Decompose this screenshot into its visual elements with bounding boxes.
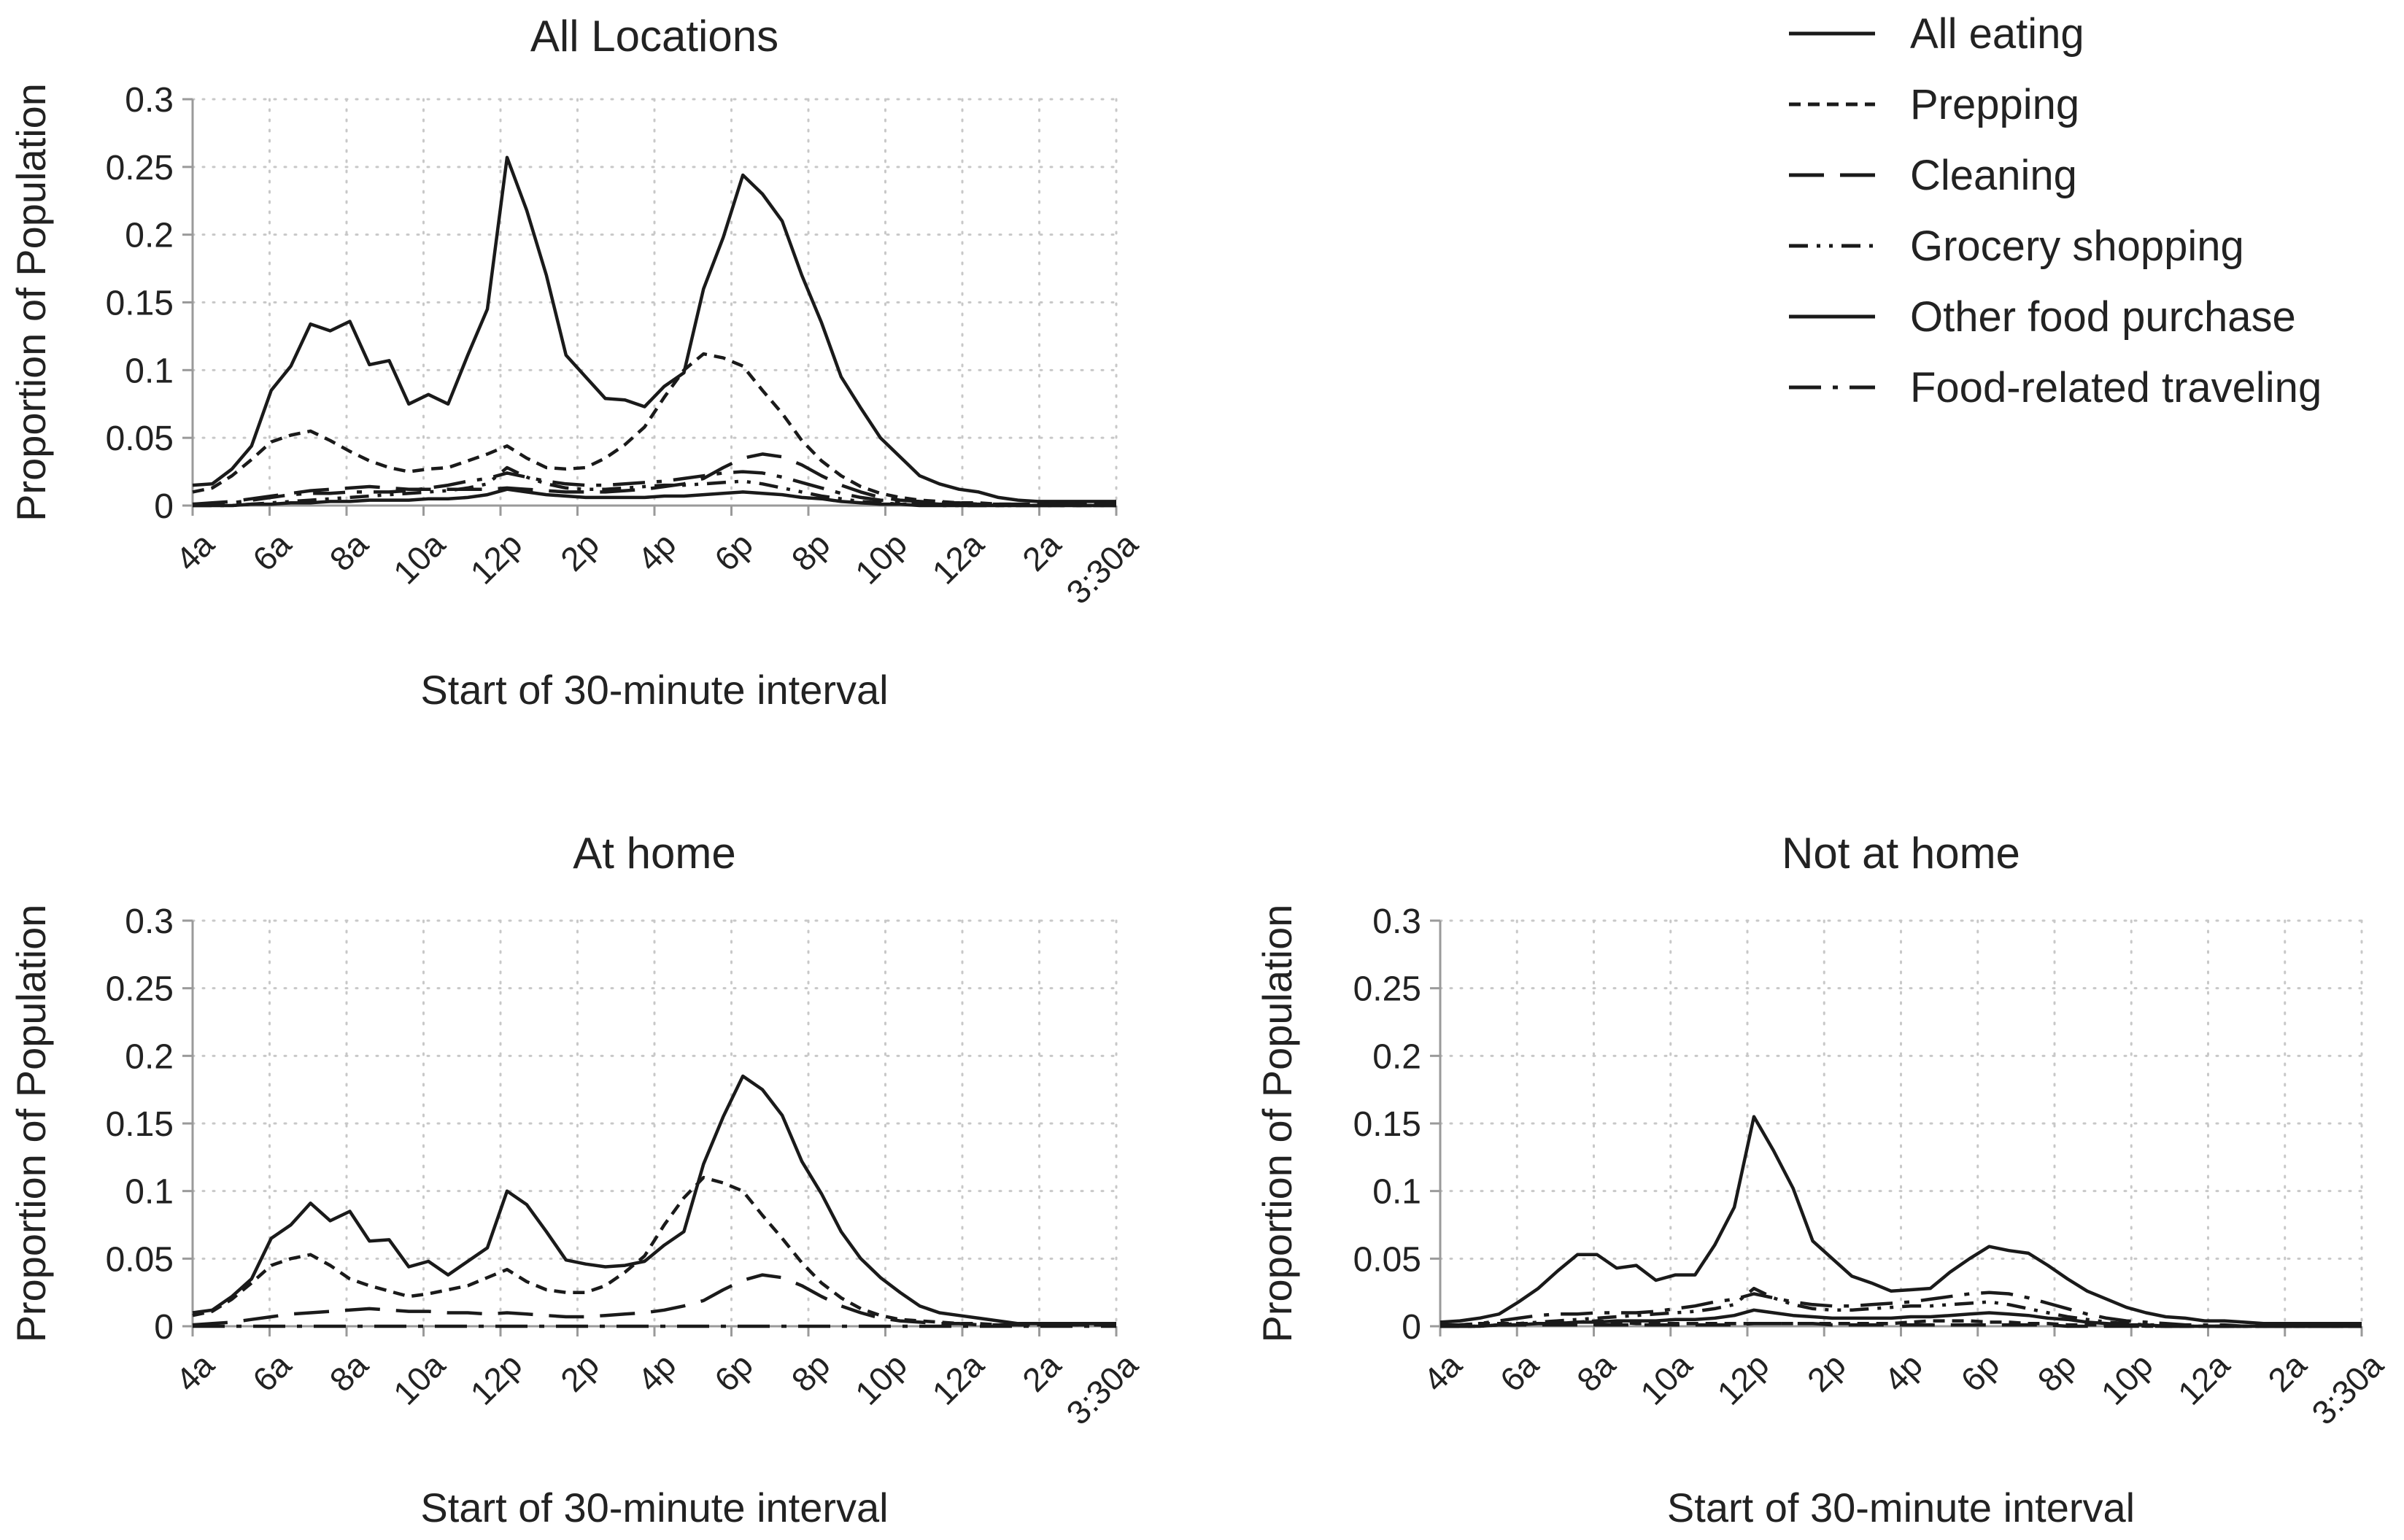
x-tick-label: 6a [245, 1345, 298, 1398]
series-line-all-eating [192, 1074, 1116, 1326]
panel-all-locations: All Locations 0 0.05 0.1 0.15 0.2 0.25 0.3 4a 6a 8… [8, 12, 1145, 713]
x-tick-label: 6p [707, 525, 760, 579]
x-tick-label: 3:30a [1059, 1345, 1145, 1431]
legend-label-grocery-shopping: Grocery shopping [1910, 223, 2244, 270]
x-tick-label: 8a [322, 525, 376, 578]
series-line-other-food-purchase [193, 487, 1116, 508]
y-tick-label: 0.1 [125, 352, 174, 390]
y-tick-label: 0.1 [125, 1173, 174, 1212]
x-axis-label: Start of 30-minute interval [420, 1485, 888, 1531]
x-tick-label: 2p [1800, 1346, 1853, 1399]
y-tick-label: 0.2 [125, 1037, 174, 1076]
x-tick-label: 2p [553, 1346, 606, 1399]
y-tick-label: 0.15 [106, 1105, 174, 1144]
x-axis-label: Start of 30-minute interval [420, 667, 888, 713]
series-line-cleaning [192, 1273, 1116, 1327]
x-axis-label: Start of 30-minute interval [1667, 1485, 2135, 1531]
chart-title: At home [573, 829, 735, 878]
x-tick-label: 4a [1416, 1345, 1469, 1398]
legend-label-all-eating: All eating [1910, 10, 2084, 58]
y-tick-label: 0.05 [106, 419, 174, 458]
x-tick-label: 3:30a [1059, 525, 1145, 611]
x-tick-label: 3:30a [2304, 1345, 2390, 1431]
x-tick-label: 10a [1633, 1345, 1699, 1412]
y-axis-label: Proportion of Population [8, 905, 54, 1343]
y-tick-label: 0.25 [1353, 970, 1421, 1009]
x-tick-label: 8p [784, 525, 838, 579]
x-tick-label: 8p [784, 1346, 838, 1399]
chart-title: Not at home [1782, 829, 2020, 878]
x-tick-label: 2a [1015, 1345, 1068, 1398]
y-tick-label: 0.2 [1372, 1037, 1421, 1076]
x-tick-label: 2a [2260, 1345, 2314, 1398]
x-tick-label: 12p [1709, 1346, 1776, 1412]
series-line-all-eating [192, 155, 1116, 503]
x-tick-label: 10p [2094, 1346, 2160, 1412]
x-tick-label: 8p [2030, 1346, 2084, 1399]
x-tick-label: 6a [245, 525, 298, 578]
x-tick-label: 10a [386, 525, 452, 591]
y-tick-label: 0 [154, 1308, 174, 1347]
x-tick-label: 2a [1015, 525, 1068, 578]
x-tick-label: 4p [630, 1346, 684, 1399]
x-tick-label: 10a [386, 1345, 452, 1412]
y-tick-label: 0.3 [1372, 902, 1421, 941]
x-tick-label: 10p [848, 525, 914, 592]
y-tick-label: 0.15 [1353, 1105, 1421, 1144]
chart-title: All Locations [530, 12, 778, 61]
y-tick-label: 0.3 [125, 81, 174, 120]
y-axis-label: Proportion of Population [8, 83, 54, 522]
x-tick-label: 12a [2171, 1345, 2237, 1412]
x-tick-label: 6p [707, 1346, 760, 1399]
y-tick-label: 0.05 [106, 1240, 174, 1279]
legend-label-prepping: Prepping [1910, 81, 2079, 128]
legend-label-food-related-traveling: Food-related traveling [1910, 364, 2322, 411]
x-tick-label: 2p [553, 525, 606, 579]
y-tick-label: 0.15 [106, 285, 174, 323]
legend-label-other-food-purchase: Other food purchase [1910, 293, 2296, 341]
x-tick-label: 8a [1569, 1345, 1623, 1398]
y-tick-label: 0 [154, 487, 174, 526]
y-tick-label: 0.1 [1372, 1173, 1421, 1212]
x-tick-label: 4p [630, 525, 684, 579]
x-tick-label: 12a [924, 525, 991, 591]
y-tick-label: 0.25 [106, 149, 174, 187]
y-tick-label: 0.2 [125, 217, 174, 255]
x-tick-label: 12p [463, 525, 529, 592]
x-tick-label: 4p [1877, 1346, 1930, 1399]
x-tick-label: 10p [848, 1346, 914, 1412]
legend-label-cleaning: Cleaning [1910, 152, 2077, 199]
x-tick-label: 6p [1953, 1346, 2006, 1399]
y-tick-label: 0.3 [125, 902, 174, 941]
x-tick-label: 12p [463, 1346, 529, 1412]
x-tick-label: 4a [169, 525, 222, 578]
y-tick-label: 0.05 [1353, 1240, 1421, 1279]
legend: All eating Prepping Cleaning Grocery shoppi… [1789, 10, 2322, 411]
x-tick-label: 12a [924, 1345, 991, 1412]
series-line-all-eating [1439, 1115, 2362, 1326]
y-tick-label: 0 [1402, 1308, 1421, 1347]
series-line-food-related-traveling [1440, 1291, 2362, 1328]
y-tick-label: 0.25 [106, 970, 174, 1009]
x-tick-label: 6a [1493, 1345, 1546, 1398]
x-tick-label: 4a [169, 1345, 222, 1398]
y-axis-label: Proportion of Population [1254, 905, 1300, 1343]
series-line-cleaning [192, 452, 1116, 506]
x-tick-label: 8a [322, 1345, 376, 1398]
